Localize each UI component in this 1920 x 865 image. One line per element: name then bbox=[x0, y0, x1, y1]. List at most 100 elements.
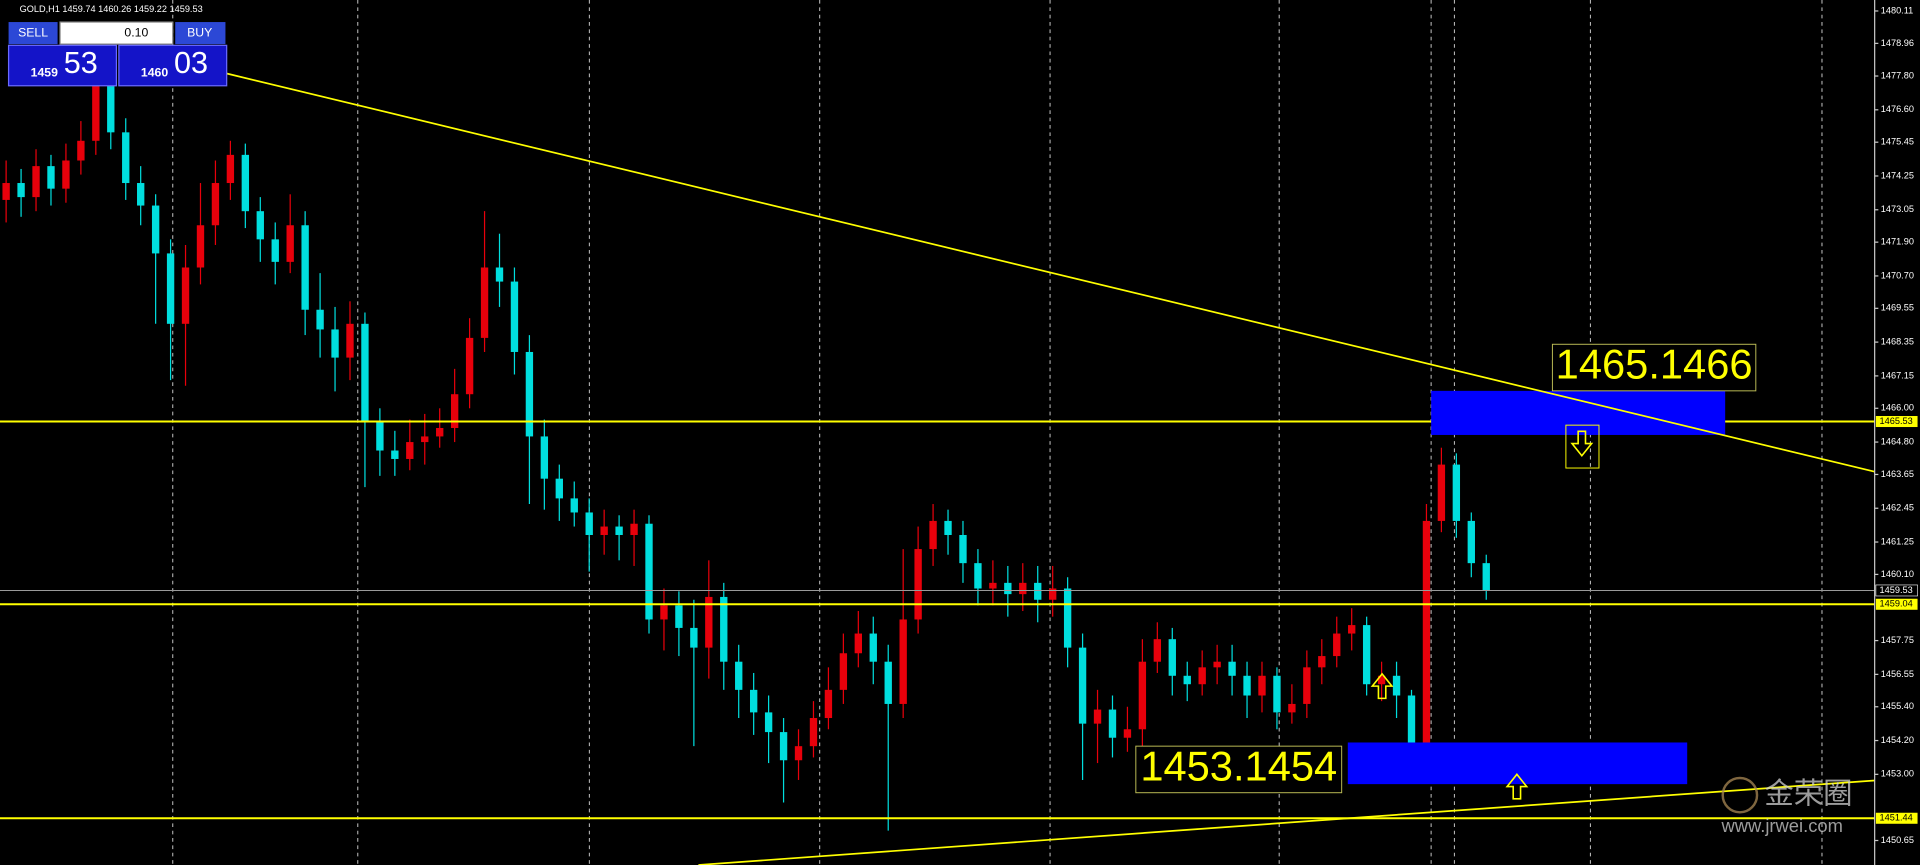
candle-body bbox=[1108, 709, 1117, 738]
candle-body bbox=[974, 563, 982, 589]
candle-body bbox=[196, 225, 205, 268]
annotation-box bbox=[1551, 343, 1757, 392]
candle-body bbox=[809, 718, 818, 747]
candle-body bbox=[122, 132, 130, 184]
candle-body bbox=[1467, 520, 1475, 564]
y-tick-label: 1476.60 bbox=[1881, 104, 1914, 114]
candle-body bbox=[1333, 633, 1341, 657]
candle-body bbox=[1049, 588, 1057, 600]
candle-body bbox=[2, 183, 10, 200]
ask-prefix[interactable]: 1460 bbox=[141, 66, 168, 80]
candle-body bbox=[824, 689, 833, 719]
candle-body bbox=[1348, 625, 1356, 634]
candle-body bbox=[271, 239, 279, 262]
y-tick-label: 1471.90 bbox=[1881, 237, 1914, 247]
candle-body bbox=[1422, 520, 1431, 761]
annotation: 1465.1466 bbox=[1556, 341, 1753, 388]
down-trendline bbox=[226, 72, 1875, 473]
candle-body bbox=[555, 478, 563, 499]
y-tick-label: 1453.00 bbox=[1881, 769, 1914, 779]
candle-body bbox=[450, 394, 459, 428]
candle-body bbox=[1034, 582, 1042, 600]
resistance-zone bbox=[1431, 390, 1726, 435]
ask-box[interactable] bbox=[118, 44, 228, 87]
ask-digits[interactable]: 03 bbox=[174, 46, 208, 80]
trade-panel: SELL 0.10 BUY 1459 53 1460 03 bbox=[7, 21, 228, 87]
candle-body bbox=[764, 712, 773, 733]
candle-body bbox=[1243, 675, 1251, 696]
y-tick-label: 1464.80 bbox=[1881, 436, 1914, 446]
y-tick-label: 1474.25 bbox=[1881, 170, 1914, 180]
candle-body bbox=[77, 140, 85, 161]
candle-body bbox=[226, 154, 235, 184]
lot-input[interactable] bbox=[59, 21, 174, 45]
candle-body bbox=[899, 619, 907, 704]
y-tick-label: 1450.65 bbox=[1881, 835, 1914, 845]
candle-body bbox=[1198, 667, 1206, 685]
candle-body bbox=[480, 267, 489, 338]
candle-body bbox=[1258, 675, 1266, 696]
candle-body bbox=[241, 154, 250, 212]
y-tick-label: 1456.55 bbox=[1881, 669, 1914, 679]
candle-body bbox=[1273, 675, 1281, 713]
candle-body bbox=[151, 205, 160, 254]
bid-box[interactable] bbox=[7, 44, 118, 87]
y-tick-label: 1477.80 bbox=[1881, 70, 1914, 80]
candle-body bbox=[32, 166, 40, 198]
price-label-box bbox=[1875, 416, 1918, 428]
buy-button[interactable] bbox=[175, 22, 226, 45]
candle-body bbox=[211, 183, 220, 226]
candle-body bbox=[406, 442, 414, 459]
candle-body bbox=[1377, 675, 1386, 685]
y-tick-label: 1468.35 bbox=[1881, 337, 1914, 347]
candle-body bbox=[510, 281, 519, 352]
candle-body bbox=[525, 351, 534, 437]
candle-body bbox=[1093, 709, 1102, 724]
price-label-box bbox=[1875, 812, 1918, 824]
candle-body bbox=[301, 225, 309, 310]
candle-body bbox=[92, 84, 100, 141]
candle-body bbox=[884, 661, 892, 704]
candle-body bbox=[660, 605, 668, 620]
candle-body bbox=[735, 661, 743, 690]
candle-body bbox=[286, 225, 294, 262]
candle-body bbox=[570, 498, 578, 513]
y-tick-label: 1466.00 bbox=[1881, 403, 1914, 413]
lot-value[interactable]: 0.10 bbox=[124, 25, 148, 39]
y-tick-label: 1461.25 bbox=[1881, 536, 1914, 546]
candle-body bbox=[436, 427, 444, 437]
candle-body bbox=[47, 166, 55, 189]
sell-label[interactable]: SELL bbox=[18, 25, 48, 39]
y-tick-label: 1469.55 bbox=[1881, 303, 1914, 313]
bid-digits[interactable]: 53 bbox=[64, 46, 98, 80]
candle-body bbox=[630, 523, 638, 535]
bid-prefix[interactable]: 1459 bbox=[31, 66, 58, 80]
candle-body bbox=[854, 633, 862, 654]
price-label: 1465.53 bbox=[1880, 416, 1913, 426]
watermark-brand: 金荣圈 bbox=[1764, 777, 1852, 811]
y-tick-label: 1457.75 bbox=[1881, 635, 1914, 645]
candle-body bbox=[465, 337, 474, 395]
candle-body bbox=[1452, 464, 1461, 521]
candle-body bbox=[107, 84, 115, 133]
sell-button[interactable] bbox=[8, 22, 58, 45]
candle-body bbox=[137, 183, 145, 206]
buy-label[interactable]: BUY bbox=[187, 25, 212, 39]
y-tick-label: 1462.45 bbox=[1881, 503, 1914, 513]
candle-body bbox=[705, 596, 713, 648]
candle-body bbox=[794, 746, 803, 761]
candle-body bbox=[1078, 647, 1087, 724]
candle-body bbox=[181, 267, 190, 324]
y-tick-label: 1463.65 bbox=[1881, 469, 1914, 479]
candle-body bbox=[1288, 703, 1296, 713]
candle-body bbox=[1168, 639, 1176, 676]
y-tick-label: 1470.70 bbox=[1881, 270, 1914, 280]
candle-body bbox=[1213, 661, 1221, 668]
candle-body bbox=[1004, 582, 1012, 595]
y-tick-label: 1455.40 bbox=[1881, 701, 1914, 711]
y-tick-label: 1454.20 bbox=[1881, 735, 1914, 745]
candle-body bbox=[346, 323, 354, 358]
candle-body bbox=[914, 549, 922, 620]
